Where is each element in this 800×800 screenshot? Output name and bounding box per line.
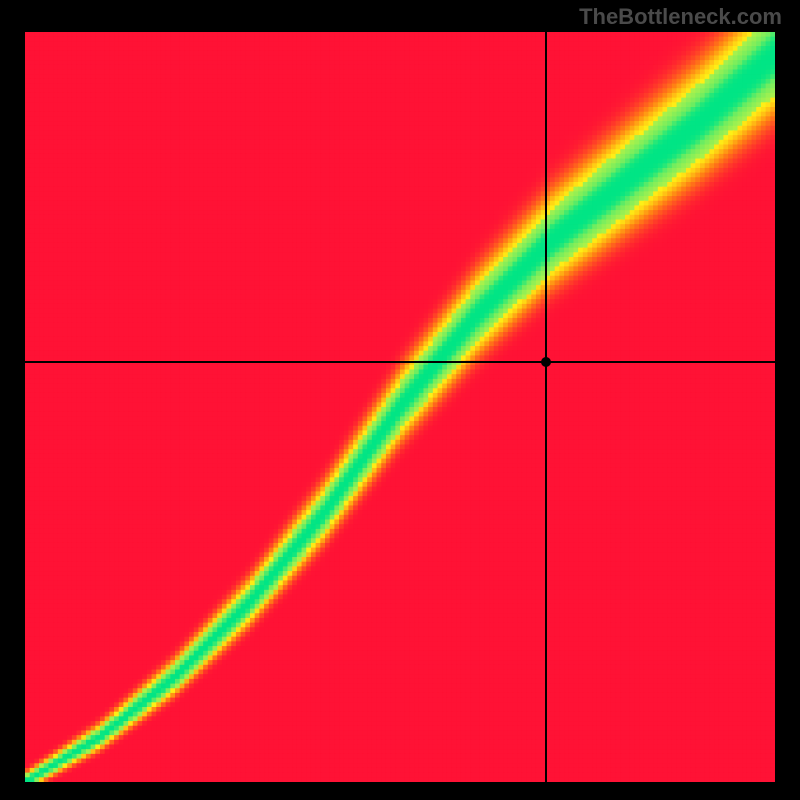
- plot-area: [25, 32, 775, 782]
- watermark-text: TheBottleneck.com: [579, 4, 782, 30]
- crosshair-marker-dot: [541, 357, 551, 367]
- chart-container: TheBottleneck.com: [0, 0, 800, 800]
- crosshair-horizontal: [25, 361, 775, 363]
- crosshair-vertical: [545, 32, 547, 782]
- heatmap-canvas: [25, 32, 775, 782]
